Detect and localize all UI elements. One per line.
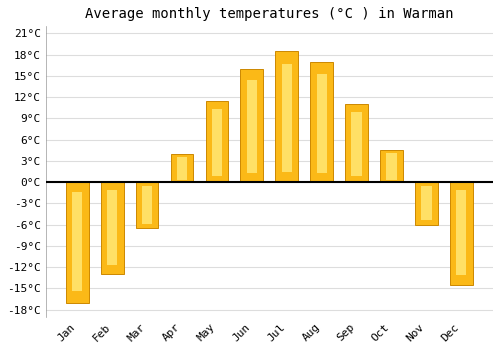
Bar bbox=[72, 192, 83, 290]
Bar bbox=[380, 150, 403, 182]
Title: Average monthly temperatures (°C ) in Warman: Average monthly temperatures (°C ) in Wa… bbox=[85, 7, 454, 21]
Bar bbox=[450, 182, 472, 285]
Bar bbox=[240, 69, 263, 182]
Bar bbox=[212, 109, 222, 176]
Bar bbox=[415, 182, 438, 225]
Bar bbox=[346, 104, 368, 182]
Bar bbox=[66, 182, 88, 303]
Bar bbox=[386, 153, 396, 180]
Bar bbox=[316, 74, 327, 173]
Bar bbox=[101, 182, 124, 274]
Bar bbox=[206, 101, 229, 182]
Bar bbox=[177, 157, 187, 180]
Bar bbox=[456, 190, 466, 275]
Bar bbox=[142, 186, 152, 224]
Bar bbox=[310, 62, 333, 182]
Bar bbox=[170, 154, 194, 182]
Bar bbox=[422, 186, 432, 220]
Bar bbox=[107, 190, 118, 265]
Bar bbox=[136, 182, 158, 228]
Bar bbox=[246, 80, 257, 173]
Bar bbox=[276, 51, 298, 182]
Bar bbox=[352, 112, 362, 176]
Bar bbox=[282, 64, 292, 172]
